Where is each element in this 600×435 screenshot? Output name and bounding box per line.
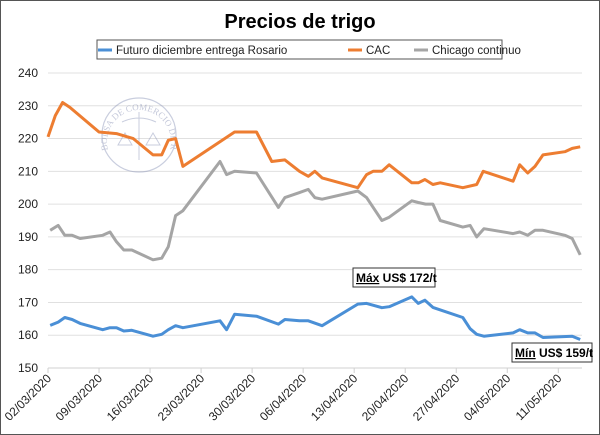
y-tick-label: 160	[18, 328, 38, 342]
legend-box	[96, 39, 503, 60]
annotation-box	[352, 267, 436, 288]
y-tick-label: 220	[18, 132, 38, 146]
series-line-2	[49, 160, 582, 262]
legend-label: CAC	[366, 45, 390, 57]
legend-label: Chicago continuo	[432, 45, 521, 57]
y-tick-label: 210	[18, 164, 38, 178]
legend-label: Futuro diciembre entrega Rosario	[116, 45, 287, 57]
y-tick-label: 190	[18, 230, 38, 244]
series-line-1	[46, 101, 581, 190]
series-group	[46, 101, 582, 341]
y-tick-label: 170	[18, 295, 38, 309]
annotation-label: Mín US$ 159/t	[515, 346, 593, 360]
y-axis: 150 160 170 180 190 200 210 220 230 240	[18, 66, 38, 375]
y-tick-label: 230	[18, 99, 38, 113]
annotations: Máx US$ 172/t Mín US$ 159/t	[352, 267, 593, 363]
annotation-box	[511, 342, 593, 363]
y-tick-label: 180	[18, 263, 38, 277]
annotation-label: Máx US$ 172/t	[356, 271, 437, 285]
y-tick-label: 150	[18, 361, 38, 375]
chart-title: Precios de trigo	[224, 11, 375, 33]
y-tick-label: 200	[18, 197, 38, 211]
legend: Futuro diciembre entrega Rosario CAC Chica…	[96, 39, 521, 60]
y-tick-label: 240	[18, 66, 38, 80]
series-line-0	[49, 295, 581, 341]
